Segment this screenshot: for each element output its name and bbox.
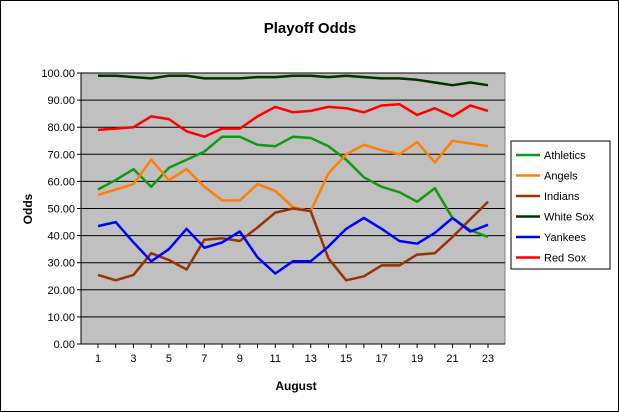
series-line-white-sox bbox=[98, 74, 489, 87]
x-tick-label: 5 bbox=[166, 353, 172, 365]
legend-box bbox=[510, 140, 611, 270]
x-axis-title: August bbox=[275, 379, 316, 393]
legend-label: Yankees bbox=[544, 232, 586, 244]
y-axis-ticks: 0.00 10.00 20.00 30.00 40.00 50.00 60.00 70.00 8… bbox=[41, 68, 81, 351]
x-tick-label: 1 bbox=[95, 353, 101, 365]
x-tick-label: 17 bbox=[376, 353, 388, 365]
y-tick-label: 40.00 bbox=[47, 231, 75, 243]
series-line-yankees bbox=[97, 216, 489, 275]
y-tick-label: 0.00 bbox=[54, 339, 75, 351]
legend-label: Angels bbox=[544, 171, 578, 183]
y-tick-label: 60.00 bbox=[47, 176, 75, 188]
y-tick-label: 50.00 bbox=[47, 204, 75, 216]
y-tick-label: 70.00 bbox=[47, 149, 75, 161]
legend-label: White Sox bbox=[544, 212, 595, 224]
y-tick-label: 30.00 bbox=[47, 258, 75, 270]
series-line-indians bbox=[97, 200, 489, 282]
series-line-angels bbox=[97, 139, 489, 213]
series-line-red-sox bbox=[97, 102, 489, 138]
y-tick-label: 100.00 bbox=[41, 68, 75, 80]
x-tick-label: 3 bbox=[130, 353, 136, 365]
series-lines bbox=[97, 74, 489, 282]
y-axis-title: Odds bbox=[21, 193, 35, 224]
x-axis-ticks: 1 3 5 7 9 11 13 15 17 19 21 23 bbox=[95, 344, 494, 365]
x-tick-label: 21 bbox=[446, 353, 458, 365]
legend-label: Athletics bbox=[544, 150, 586, 162]
x-tick-label: 11 bbox=[270, 353, 281, 365]
x-tick-label: 13 bbox=[305, 353, 317, 365]
legend: Athletics Angels Indians White Sox Yankees Re… bbox=[510, 140, 611, 270]
x-tick-label: 19 bbox=[411, 353, 423, 365]
x-tick-label: 7 bbox=[201, 353, 207, 365]
x-tick-label: 9 bbox=[237, 353, 243, 365]
x-tick-label: 23 bbox=[482, 353, 494, 365]
gridlines bbox=[80, 72, 505, 345]
y-tick-label: 10.00 bbox=[47, 312, 75, 324]
legend-label: Indians bbox=[544, 191, 580, 203]
x-tick-label: 15 bbox=[340, 353, 352, 365]
chart-title: Playoff Odds bbox=[264, 20, 357, 37]
y-tick-label: 90.00 bbox=[47, 95, 75, 107]
legend-label: Red Sox bbox=[544, 253, 587, 265]
legend-items: Athletics Angels Indians White Sox Yankees Re… bbox=[516, 150, 595, 265]
y-tick-label: 80.00 bbox=[47, 122, 75, 134]
y-tick-label: 20.00 bbox=[47, 285, 75, 297]
